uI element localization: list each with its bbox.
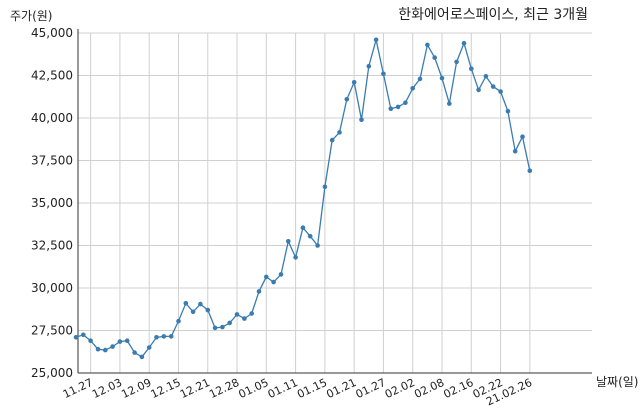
data-point xyxy=(249,311,254,316)
data-point xyxy=(461,40,467,46)
data-point xyxy=(432,55,438,60)
data-point xyxy=(293,255,298,260)
data-point xyxy=(417,76,423,82)
data-point xyxy=(505,108,511,114)
chart-title: 한화에어로스페이스, 최근 3개월 xyxy=(398,7,588,23)
data-point xyxy=(212,325,218,331)
y-tick-label: 25,000 xyxy=(31,366,73,380)
data-point xyxy=(351,80,357,85)
data-point xyxy=(483,74,489,79)
data-point xyxy=(81,332,86,338)
data-point xyxy=(403,100,408,105)
data-point xyxy=(242,316,247,321)
y-tick-label: 32,500 xyxy=(31,239,73,253)
data-point xyxy=(176,318,181,324)
data-point xyxy=(300,225,306,230)
data-point xyxy=(439,75,445,81)
data-point xyxy=(322,184,328,190)
data-point xyxy=(447,101,452,106)
data-point xyxy=(183,301,189,306)
data-point xyxy=(110,344,115,349)
data-point xyxy=(366,63,372,69)
y-axis-label: 주가(원) xyxy=(10,9,52,23)
data-point xyxy=(469,66,474,71)
data-point xyxy=(359,117,364,122)
y-tick-label: 30,000 xyxy=(31,281,73,295)
data-point xyxy=(139,354,145,360)
x-tick-labels: 11.2712.0312.0912.1512.2112.2801.0501.11… xyxy=(61,376,534,408)
data-point xyxy=(278,272,284,277)
y-tick-label: 27,500 xyxy=(31,324,73,338)
x-axis-label: 날짜(일) xyxy=(596,375,638,389)
data-point xyxy=(198,301,203,307)
grid xyxy=(78,32,592,374)
data-point xyxy=(286,239,291,244)
data-point xyxy=(388,106,394,111)
data-point xyxy=(220,324,225,330)
data-point xyxy=(381,71,386,77)
data-point xyxy=(132,350,137,355)
data-point xyxy=(307,233,313,239)
data-point xyxy=(168,334,174,339)
y-tick-label: 35,000 xyxy=(31,196,73,210)
data-point xyxy=(344,97,350,102)
data-point xyxy=(454,59,459,65)
y-tick-labels: 25,000 27,500 30,000 32,500 35,000 37,500 40,0… xyxy=(31,26,73,380)
data-point xyxy=(527,168,533,173)
data-point xyxy=(227,320,232,326)
axes xyxy=(77,29,592,374)
y-tick-label: 40,000 xyxy=(31,111,73,125)
data-point xyxy=(337,130,342,135)
data-point xyxy=(88,338,93,344)
data-point xyxy=(205,307,211,313)
data-point xyxy=(154,335,159,340)
data-point xyxy=(520,134,525,139)
data-point xyxy=(234,312,240,317)
data-point xyxy=(73,335,79,340)
data-point xyxy=(512,148,518,154)
data-point xyxy=(271,279,276,285)
data-point xyxy=(315,243,320,248)
data-point xyxy=(161,334,167,339)
data-point xyxy=(103,347,108,353)
price-series-line xyxy=(75,39,531,358)
y-tick-label: 45,000 xyxy=(31,26,73,40)
data-point xyxy=(190,309,196,315)
y-tick-label: 42,500 xyxy=(31,69,73,83)
data-point xyxy=(395,104,401,110)
data-point xyxy=(146,345,152,350)
data-point xyxy=(117,339,123,344)
data-point xyxy=(410,86,416,91)
data-point xyxy=(373,37,379,43)
data-point xyxy=(329,137,335,143)
data-point xyxy=(490,84,496,89)
data-point xyxy=(425,42,430,48)
data-point xyxy=(256,289,262,294)
data-point xyxy=(124,338,130,344)
data-point xyxy=(476,87,481,93)
price-points xyxy=(73,37,533,360)
data-point xyxy=(264,274,269,280)
data-point xyxy=(498,89,503,94)
data-point xyxy=(95,346,101,352)
y-tick-label: 37,500 xyxy=(31,154,73,168)
